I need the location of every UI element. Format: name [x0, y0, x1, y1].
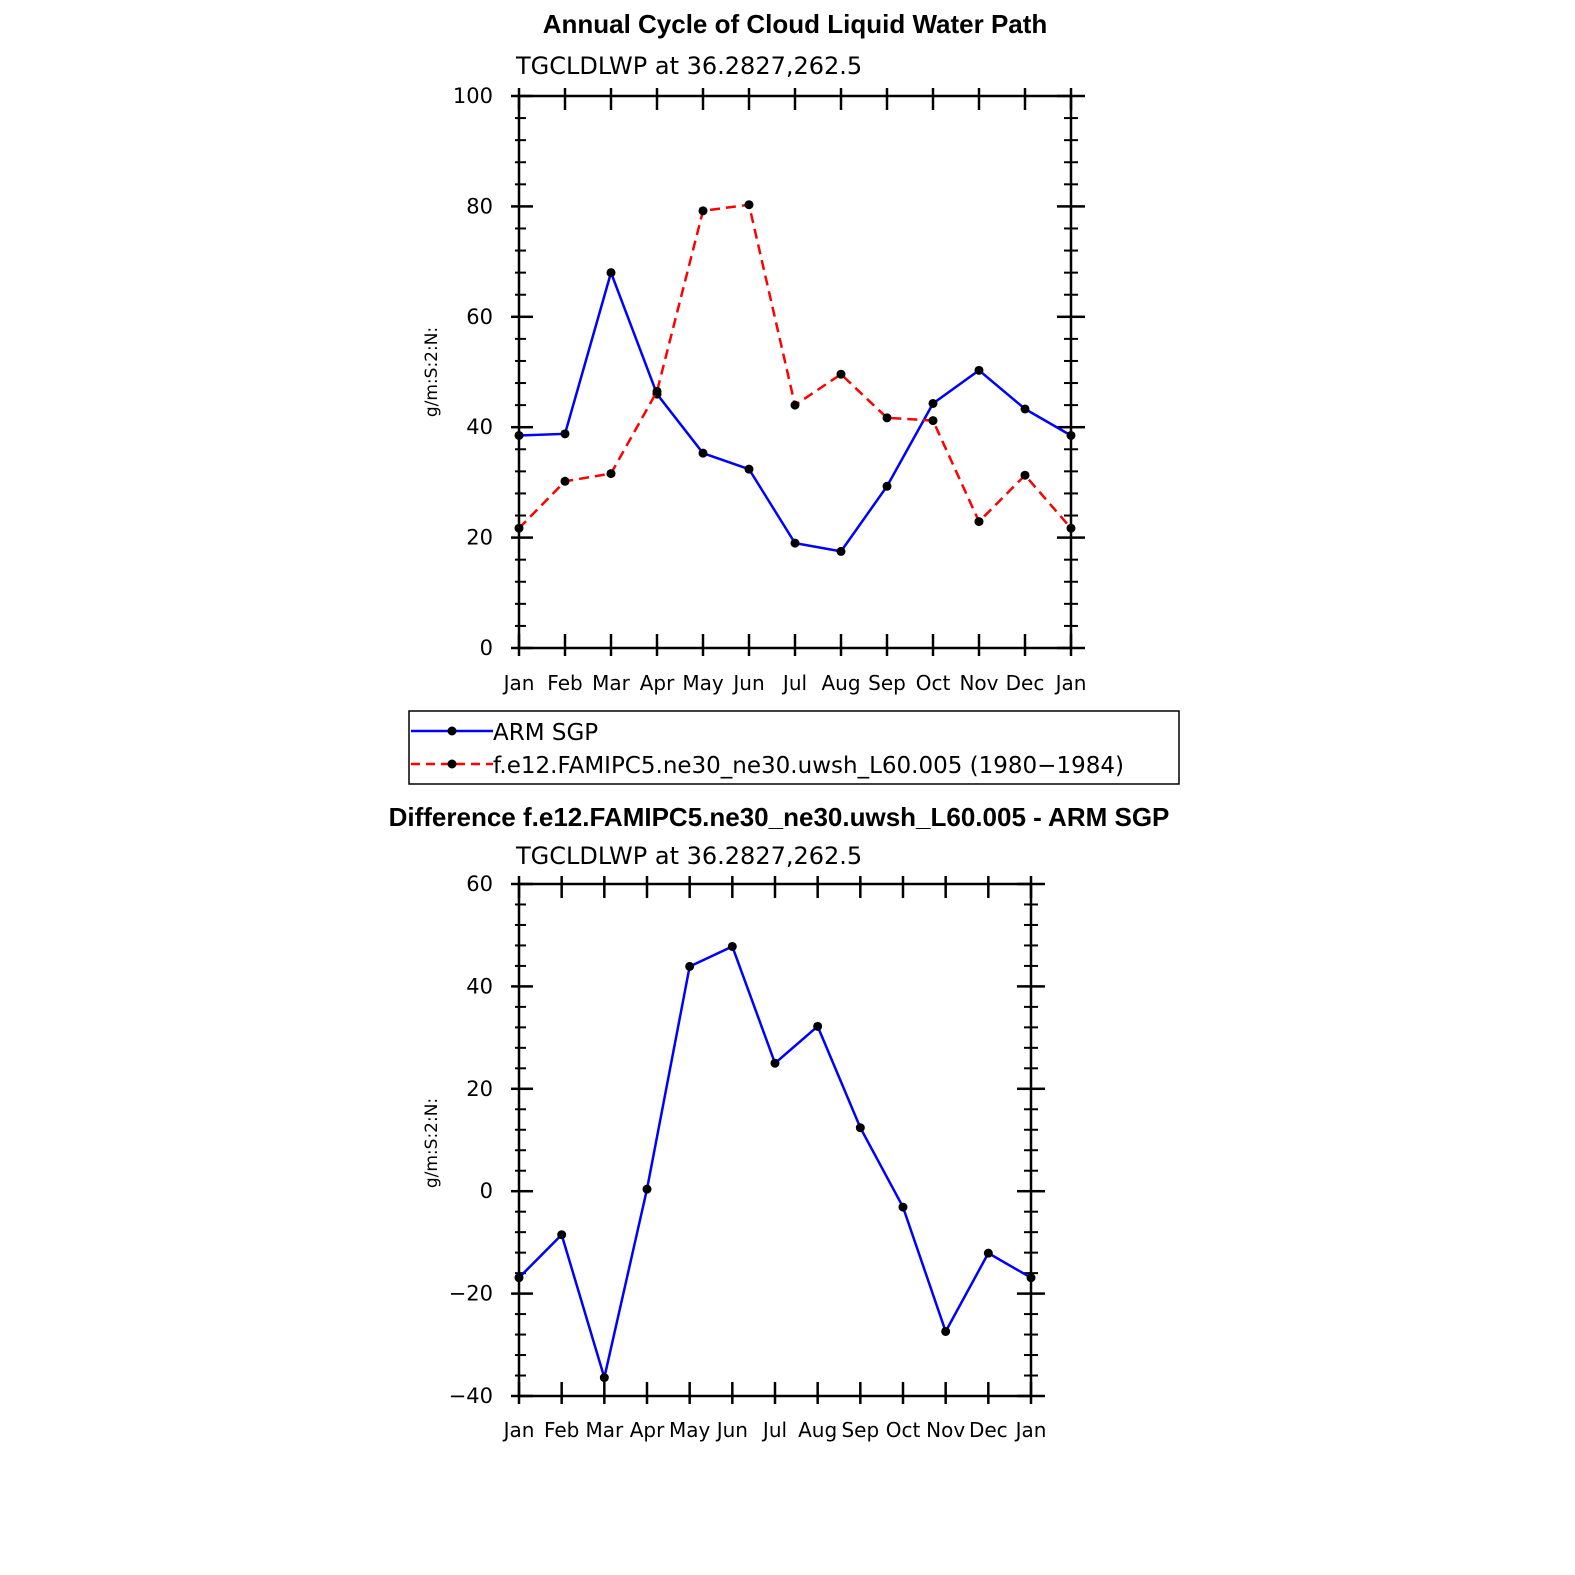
- data-point: [744, 464, 754, 474]
- x-tick-label: Dec: [969, 1418, 1008, 1442]
- x-tick-label: Apr: [640, 671, 675, 695]
- difference-chart: Difference f.e12.FAMIPC5.ne30_ne30.uwsh_…: [389, 802, 1170, 1442]
- x-tick-label: Sep: [868, 671, 906, 695]
- y-tick-label: 0: [480, 1179, 493, 1203]
- x-tick-label: Jan: [1054, 671, 1087, 695]
- chart-title: Annual Cycle of Cloud Liquid Water Path: [543, 9, 1048, 39]
- data-point: [685, 961, 695, 971]
- data-point: [882, 481, 892, 491]
- data-point: [813, 1021, 823, 1031]
- annual-cycle-chart: Annual Cycle of Cloud Liquid Water Path …: [422, 9, 1086, 695]
- data-point: [974, 517, 984, 527]
- legend: ARM SGP f.e12.FAMIPC5.ne30_ne30.uwsh_L60…: [408, 710, 1180, 785]
- data-point: [727, 941, 737, 951]
- x-tick-label: Jun: [731, 671, 764, 695]
- y-tick-label: 20: [466, 526, 493, 550]
- x-tick-label: Jan: [502, 671, 535, 695]
- x-tick-label: Aug: [821, 671, 860, 695]
- x-tick-label: Apr: [630, 1418, 665, 1442]
- x-tick-label: Sep: [841, 1418, 879, 1442]
- data-point: [698, 206, 708, 216]
- legend-label-arm: ARM SGP: [493, 720, 598, 746]
- data-point: [974, 365, 984, 375]
- data-point: [941, 1326, 951, 1336]
- series-line-0: [518, 944, 1032, 1383]
- x-tick-label: Feb: [544, 1418, 579, 1442]
- chart-subtitle: TGCLDLWP at 36.2827,262.5: [515, 842, 862, 870]
- x-tick-label: Nov: [959, 671, 998, 695]
- data-point: [836, 546, 846, 556]
- axis-ticks: [511, 876, 1045, 1404]
- legend-box: [408, 710, 1180, 785]
- y-axis-label: g/m:S:2:N:: [422, 1098, 442, 1188]
- data-point: [652, 386, 662, 396]
- x-tick-label: May: [682, 671, 724, 695]
- y-axis-label: g/m:S:2:N:: [422, 327, 442, 417]
- data-point: [744, 200, 754, 210]
- series-group: [514, 941, 1036, 1383]
- chart-subtitle: TGCLDLWP at 36.2827,262.5: [515, 52, 862, 80]
- y-tick-label: 100: [453, 84, 493, 108]
- y-tick-label: −20: [449, 1282, 493, 1306]
- y-tick-label: 60: [466, 305, 493, 329]
- x-tick-label: Jun: [715, 1418, 748, 1442]
- x-tick-label: Feb: [547, 671, 582, 695]
- data-point: [790, 400, 800, 410]
- data-point: [560, 429, 570, 439]
- data-point: [928, 398, 938, 408]
- data-point: [557, 1230, 567, 1240]
- data-point: [606, 469, 616, 479]
- x-tick-label: Jan: [502, 1418, 535, 1442]
- x-tick-label: Jan: [1014, 1418, 1047, 1442]
- data-point: [928, 416, 938, 426]
- legend-marker-arm: [447, 726, 457, 736]
- plot-frame: [517, 882, 1033, 1398]
- plot-frame: [517, 94, 1073, 650]
- series-line-1: [518, 203, 1072, 530]
- y-tick-label: 40: [466, 974, 493, 998]
- data-point: [770, 1058, 780, 1068]
- data-point: [642, 1184, 652, 1194]
- data-point: [1020, 404, 1030, 414]
- data-point: [560, 476, 570, 486]
- data-point: [698, 448, 708, 458]
- data-point: [599, 1373, 609, 1383]
- legend-marker-model: [447, 759, 457, 769]
- y-tick-label: 20: [466, 1077, 493, 1101]
- data-point: [1020, 470, 1030, 480]
- x-tick-label: Mar: [592, 671, 631, 695]
- data-point: [882, 413, 892, 423]
- y-tick-label: 40: [466, 415, 493, 439]
- y-tick-label: −40: [449, 1384, 493, 1408]
- x-tick-label: Dec: [1006, 671, 1045, 695]
- y-tick-label: 80: [466, 194, 493, 218]
- series-group: [514, 200, 1076, 556]
- x-tick-label: Nov: [926, 1418, 965, 1442]
- chart-title: Difference f.e12.FAMIPC5.ne30_ne30.uwsh_…: [389, 802, 1170, 832]
- data-point: [855, 1123, 865, 1133]
- x-tick-label: May: [669, 1418, 711, 1442]
- tick-labels: Jan Feb Mar Apr May Jun Jul Aug Sep Oct Nov Dec Jan−…: [449, 872, 1047, 1442]
- data-point: [606, 268, 616, 278]
- y-tick-label: 0: [480, 636, 493, 660]
- data-point: [836, 369, 846, 379]
- x-tick-label: Aug: [798, 1418, 837, 1442]
- x-tick-label: Jul: [781, 671, 807, 695]
- x-tick-label: Oct: [886, 1418, 921, 1442]
- tick-labels: Jan Feb Mar Apr May Jun Jul Aug Sep Oct Nov Dec Jan 0…: [453, 84, 1087, 695]
- axis-ticks: [511, 88, 1085, 656]
- data-point: [790, 538, 800, 548]
- data-point: [898, 1202, 908, 1212]
- data-point: [983, 1248, 993, 1258]
- x-tick-label: Mar: [585, 1418, 624, 1442]
- legend-label-model: f.e12.FAMIPC5.ne30_ne30.uwsh_L60.005 (19…: [493, 753, 1124, 779]
- series-line-0: [518, 268, 1072, 553]
- x-tick-label: Oct: [916, 671, 951, 695]
- y-tick-label: 60: [466, 872, 493, 896]
- x-tick-label: Jul: [761, 1418, 787, 1442]
